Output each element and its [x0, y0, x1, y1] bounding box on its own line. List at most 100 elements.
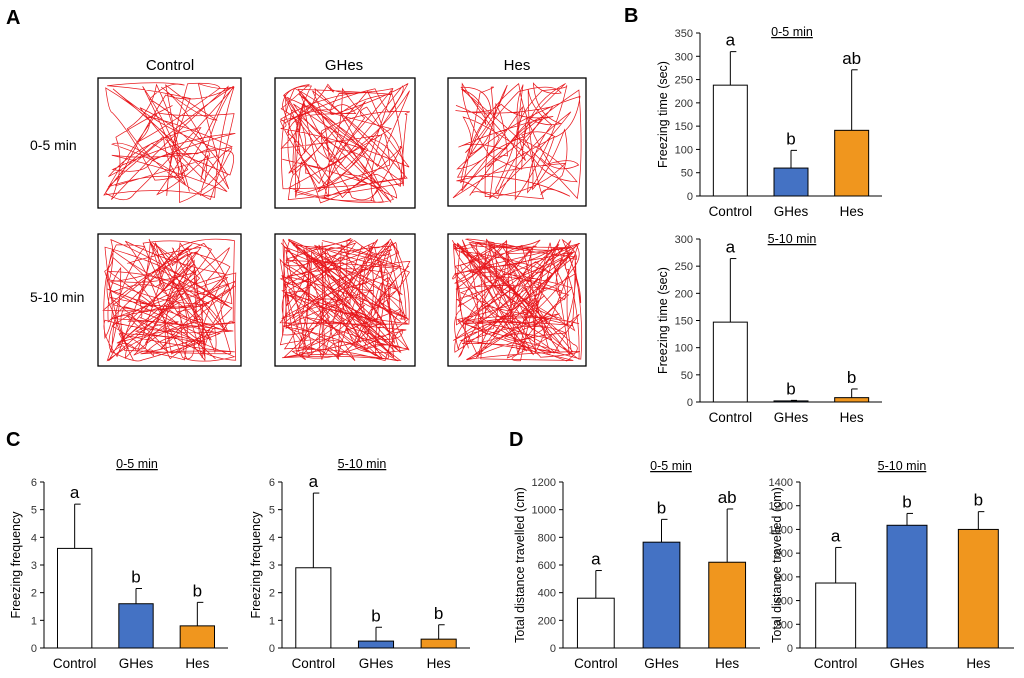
y-tick-label-b2-0: 0 [687, 397, 693, 409]
x-tick-label-b2-ghes: GHes [774, 410, 809, 425]
bar-d2-control [815, 582, 857, 649]
chart-title-b1: 0-5 min [771, 25, 813, 39]
y-tick-label-d1-1: 200 [538, 615, 556, 627]
y-tick-label-b1-3: 150 [675, 121, 693, 133]
bar-b2-control [712, 321, 748, 403]
y-tick-label-b2-1: 50 [681, 370, 693, 382]
sig-letter-c2-hes: b [434, 604, 443, 623]
x-tick-label-d2-ghes: GHes [890, 656, 925, 671]
sig-letter-b1-hes: ab [842, 49, 861, 68]
x-tick-label-c1-ghes: GHes [119, 656, 154, 671]
y-axis-label-c1: Freezing frequency [9, 511, 23, 619]
x-tick-label-c1-control: Control [53, 656, 97, 671]
chart-d1: 0 200 400 600 800 1000 1200 Total distance trav… [513, 459, 760, 671]
sig-letter-d1-hes: ab [718, 488, 737, 507]
bar-c2-control [295, 567, 332, 649]
sig-letter-c1-ghes: b [131, 568, 140, 587]
y-tick-label-b2-5: 250 [675, 261, 693, 273]
y-tick-label-b1-5: 250 [675, 75, 693, 87]
x-tick-label-b1-hes: Hes [840, 204, 864, 219]
y-tick-label-c1-0: 0 [31, 643, 37, 655]
y-tick-label-c2-6: 6 [269, 477, 275, 489]
x-tick-label-d1-ghes: GHes [644, 656, 679, 671]
y-tick-label-d1-6: 1200 [532, 477, 556, 489]
y-tick-label-c2-5: 5 [269, 505, 275, 517]
bar-c1-ghes [118, 603, 154, 649]
y-tick-label-d1-2: 400 [538, 588, 556, 600]
bar-d1-ghes [642, 541, 681, 649]
bar-b1-ghes [773, 167, 809, 197]
bar-b1-control [712, 84, 748, 197]
sig-letter-d1-ghes: b [657, 498, 666, 517]
sig-letter-c2-ghes: b [371, 606, 380, 625]
bar-b2-hes [834, 397, 870, 403]
y-axis-label-d2: Total distance travelled (cm) [770, 487, 784, 643]
panel-a-column-control: Control [146, 57, 194, 74]
y-axis-label-c2: Freezing frequency [249, 511, 263, 619]
bar-d1-control [576, 597, 615, 649]
y-tick-label-b1-2: 100 [675, 144, 693, 156]
y-tick-label-d2-7: 1400 [769, 477, 793, 489]
y-tick-label-c1-6: 6 [31, 477, 37, 489]
chart-b1: 0 50 100 150 200 250 300 350 Freezing time (sec)… [656, 25, 882, 219]
sig-letter-d2-ghes: b [902, 492, 911, 511]
sig-letter-d2-hes: b [974, 491, 983, 510]
y-tick-label-c2-3: 3 [269, 560, 275, 572]
sig-letter-c1-hes: b [193, 581, 202, 600]
y-tick-label-c2-2: 2 [269, 588, 275, 600]
y-tick-label-d2-4: 800 [775, 548, 793, 560]
chart-title-c2: 5-10 min [338, 457, 387, 471]
chart-title-d2: 5-10 min [878, 459, 927, 473]
y-tick-label-b2-3: 150 [675, 316, 693, 328]
y-tick-label-d1-0: 0 [550, 643, 556, 655]
bar-c2-ghes [357, 640, 395, 649]
x-tick-label-b1-ghes: GHes [774, 204, 809, 219]
y-tick-label-c1-2: 2 [31, 588, 37, 600]
trajectory-ghes-0-5 [279, 83, 410, 204]
y-tick-label-c1-4: 4 [31, 532, 37, 544]
panel-a-column-ghes: GHes [325, 57, 363, 74]
y-tick-label-b1-6: 300 [675, 51, 693, 63]
x-tick-label-c2-hes: Hes [427, 656, 451, 671]
y-tick-label-d2-2: 400 [775, 596, 793, 608]
y-tick-label-b1-7: 350 [675, 28, 693, 40]
y-tick-label-d2-5: 1000 [769, 524, 793, 536]
y-tick-label-b2-2: 100 [675, 343, 693, 355]
y-tick-label-d2-0: 0 [787, 643, 793, 655]
bar-d2-ghes [886, 524, 928, 649]
bar-c2-hes [420, 638, 457, 649]
sig-letter-c2-control: a [309, 472, 319, 491]
y-tick-label-c2-0: 0 [269, 643, 275, 655]
arena-box-control-0-5 [97, 77, 242, 209]
panel-label-a: A [6, 7, 20, 29]
chart-title-c1: 0-5 min [116, 457, 158, 471]
trajectory-control-5-10 [102, 238, 237, 362]
sig-letter-d2-control: a [831, 526, 841, 545]
bar-d2-hes [957, 528, 999, 649]
y-tick-label-b1-4: 200 [675, 98, 693, 110]
trajectory-hes-0-5 [452, 82, 582, 201]
x-tick-label-d2-hes: Hes [966, 656, 990, 671]
bar-c1-hes [179, 625, 216, 649]
sig-letter-c1-control: a [70, 483, 80, 502]
panel-a-column-hes: Hes [504, 57, 531, 74]
x-tick-label-d1-hes: Hes [715, 656, 739, 671]
x-tick-label-c2-control: Control [292, 656, 336, 671]
chart-c2: 0 1 2 3 4 5 6 Freezing frequency 5-10 min a Contro… [249, 457, 470, 671]
y-axis-label-b1: Freezing time (sec) [656, 61, 670, 168]
sig-letter-b2-hes: b [847, 368, 856, 387]
y-tick-label-d1-3: 600 [538, 560, 556, 572]
trajectory-control-0-5 [103, 82, 236, 204]
sig-letter-b1-control: a [726, 31, 736, 50]
x-tick-label-b2-control: Control [709, 410, 753, 425]
panel-a-row-0-5: 0-5 min [30, 137, 77, 153]
x-tick-label-c1-hes: Hes [185, 656, 209, 671]
sig-letter-b2-control: a [726, 238, 736, 257]
x-tick-label-b2-hes: Hes [840, 410, 864, 425]
y-tick-label-d2-1: 200 [775, 619, 793, 631]
panel-label-d: D [509, 429, 523, 451]
y-tick-label-c2-4: 4 [269, 532, 275, 544]
